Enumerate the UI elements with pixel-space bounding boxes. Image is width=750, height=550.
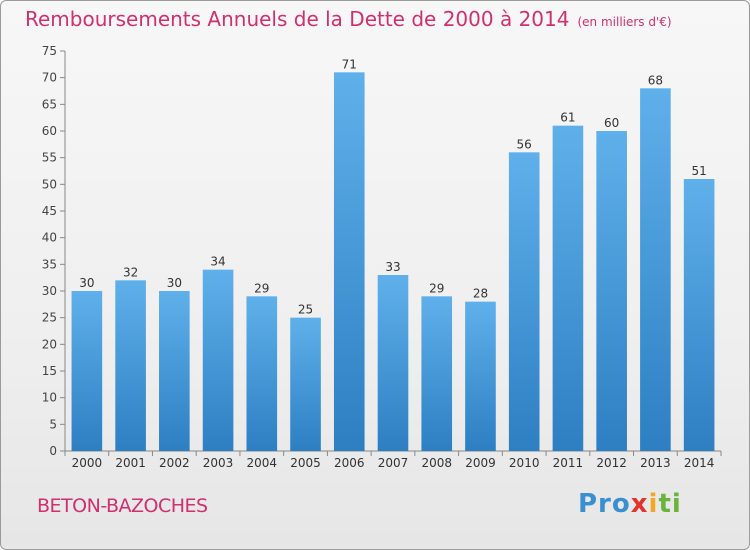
x-tick-label: 2006	[334, 456, 365, 470]
bar-2004	[246, 296, 278, 451]
x-tick-label: 2001	[115, 456, 146, 470]
x-tick-label: 2010	[509, 456, 540, 470]
y-tick-label: 0	[49, 444, 57, 458]
data-label: 34	[210, 255, 225, 269]
data-label: 32	[123, 265, 138, 279]
data-label: 51	[691, 164, 706, 178]
data-label: 28	[473, 287, 488, 301]
bar-2002	[159, 291, 190, 451]
bar-2007	[377, 275, 409, 451]
x-tick-label: 2005	[290, 456, 321, 470]
proxiti-logo: Proxiti	[578, 489, 682, 519]
logo-part-3: i	[648, 489, 659, 519]
data-label: 30	[79, 276, 94, 290]
bar-2012	[596, 131, 627, 451]
y-tick-label: 40	[42, 231, 57, 245]
bar-2014	[683, 179, 715, 451]
x-tick-label: 2008	[421, 456, 452, 470]
data-label: 30	[167, 276, 182, 290]
bar-2011	[552, 125, 584, 452]
y-tick-label: 70	[42, 71, 57, 85]
x-tick-label: 2000	[72, 456, 103, 470]
data-label: 33	[385, 260, 400, 274]
y-tick-label: 50	[42, 177, 57, 191]
logo-part-4: ti	[658, 489, 682, 519]
y-tick-label: 10	[42, 391, 57, 405]
bar-2009	[465, 301, 496, 451]
bar-2003	[202, 269, 234, 451]
bar-2006	[333, 72, 365, 451]
x-tick-label: 2009	[465, 456, 496, 470]
data-label: 29	[254, 281, 269, 295]
x-tick-label: 2004	[247, 456, 278, 470]
data-label: 56	[517, 137, 532, 151]
y-tick-label: 25	[42, 311, 57, 325]
y-tick-label: 65	[42, 97, 57, 111]
bar-2001	[115, 280, 146, 451]
commune-name: BETON-BAZOCHES	[37, 495, 208, 517]
data-label: 60	[604, 116, 619, 130]
x-tick-label: 2011	[553, 456, 584, 470]
title-text: Remboursements Annuels de la Dette de 20…	[25, 7, 570, 31]
y-tick-label: 35	[42, 257, 57, 271]
data-label: 71	[342, 57, 357, 71]
logo-part-2: x	[630, 489, 649, 519]
bar-2008	[421, 296, 453, 451]
y-tick-label: 60	[42, 124, 57, 138]
y-tick-label: 45	[42, 204, 57, 218]
x-tick-label: 2007	[378, 456, 409, 470]
data-label: 29	[429, 281, 444, 295]
x-tick-label: 2014	[684, 456, 715, 470]
data-label: 61	[560, 111, 575, 125]
chart-title: Remboursements Annuels de la Dette de 20…	[25, 7, 672, 31]
x-tick-label: 2012	[596, 456, 627, 470]
y-tick-label: 5	[49, 417, 57, 431]
data-label: 68	[648, 73, 663, 87]
logo-part-1: Pro	[578, 489, 631, 519]
y-tick-label: 75	[42, 44, 57, 58]
y-tick-label: 30	[42, 284, 57, 298]
x-tick-label: 2003	[203, 456, 234, 470]
bar-2005	[290, 317, 321, 451]
y-tick-label: 20	[42, 337, 57, 351]
y-tick-label: 15	[42, 364, 57, 378]
chart-subtitle: (en milliers d'€)	[577, 15, 672, 29]
data-label: 25	[298, 303, 313, 317]
bar-2000	[71, 291, 103, 451]
y-tick-label: 55	[42, 151, 57, 165]
x-tick-label: 2013	[640, 456, 671, 470]
bar-2013	[640, 88, 671, 451]
x-tick-label: 2002	[159, 456, 190, 470]
bar-2010	[508, 152, 540, 452]
